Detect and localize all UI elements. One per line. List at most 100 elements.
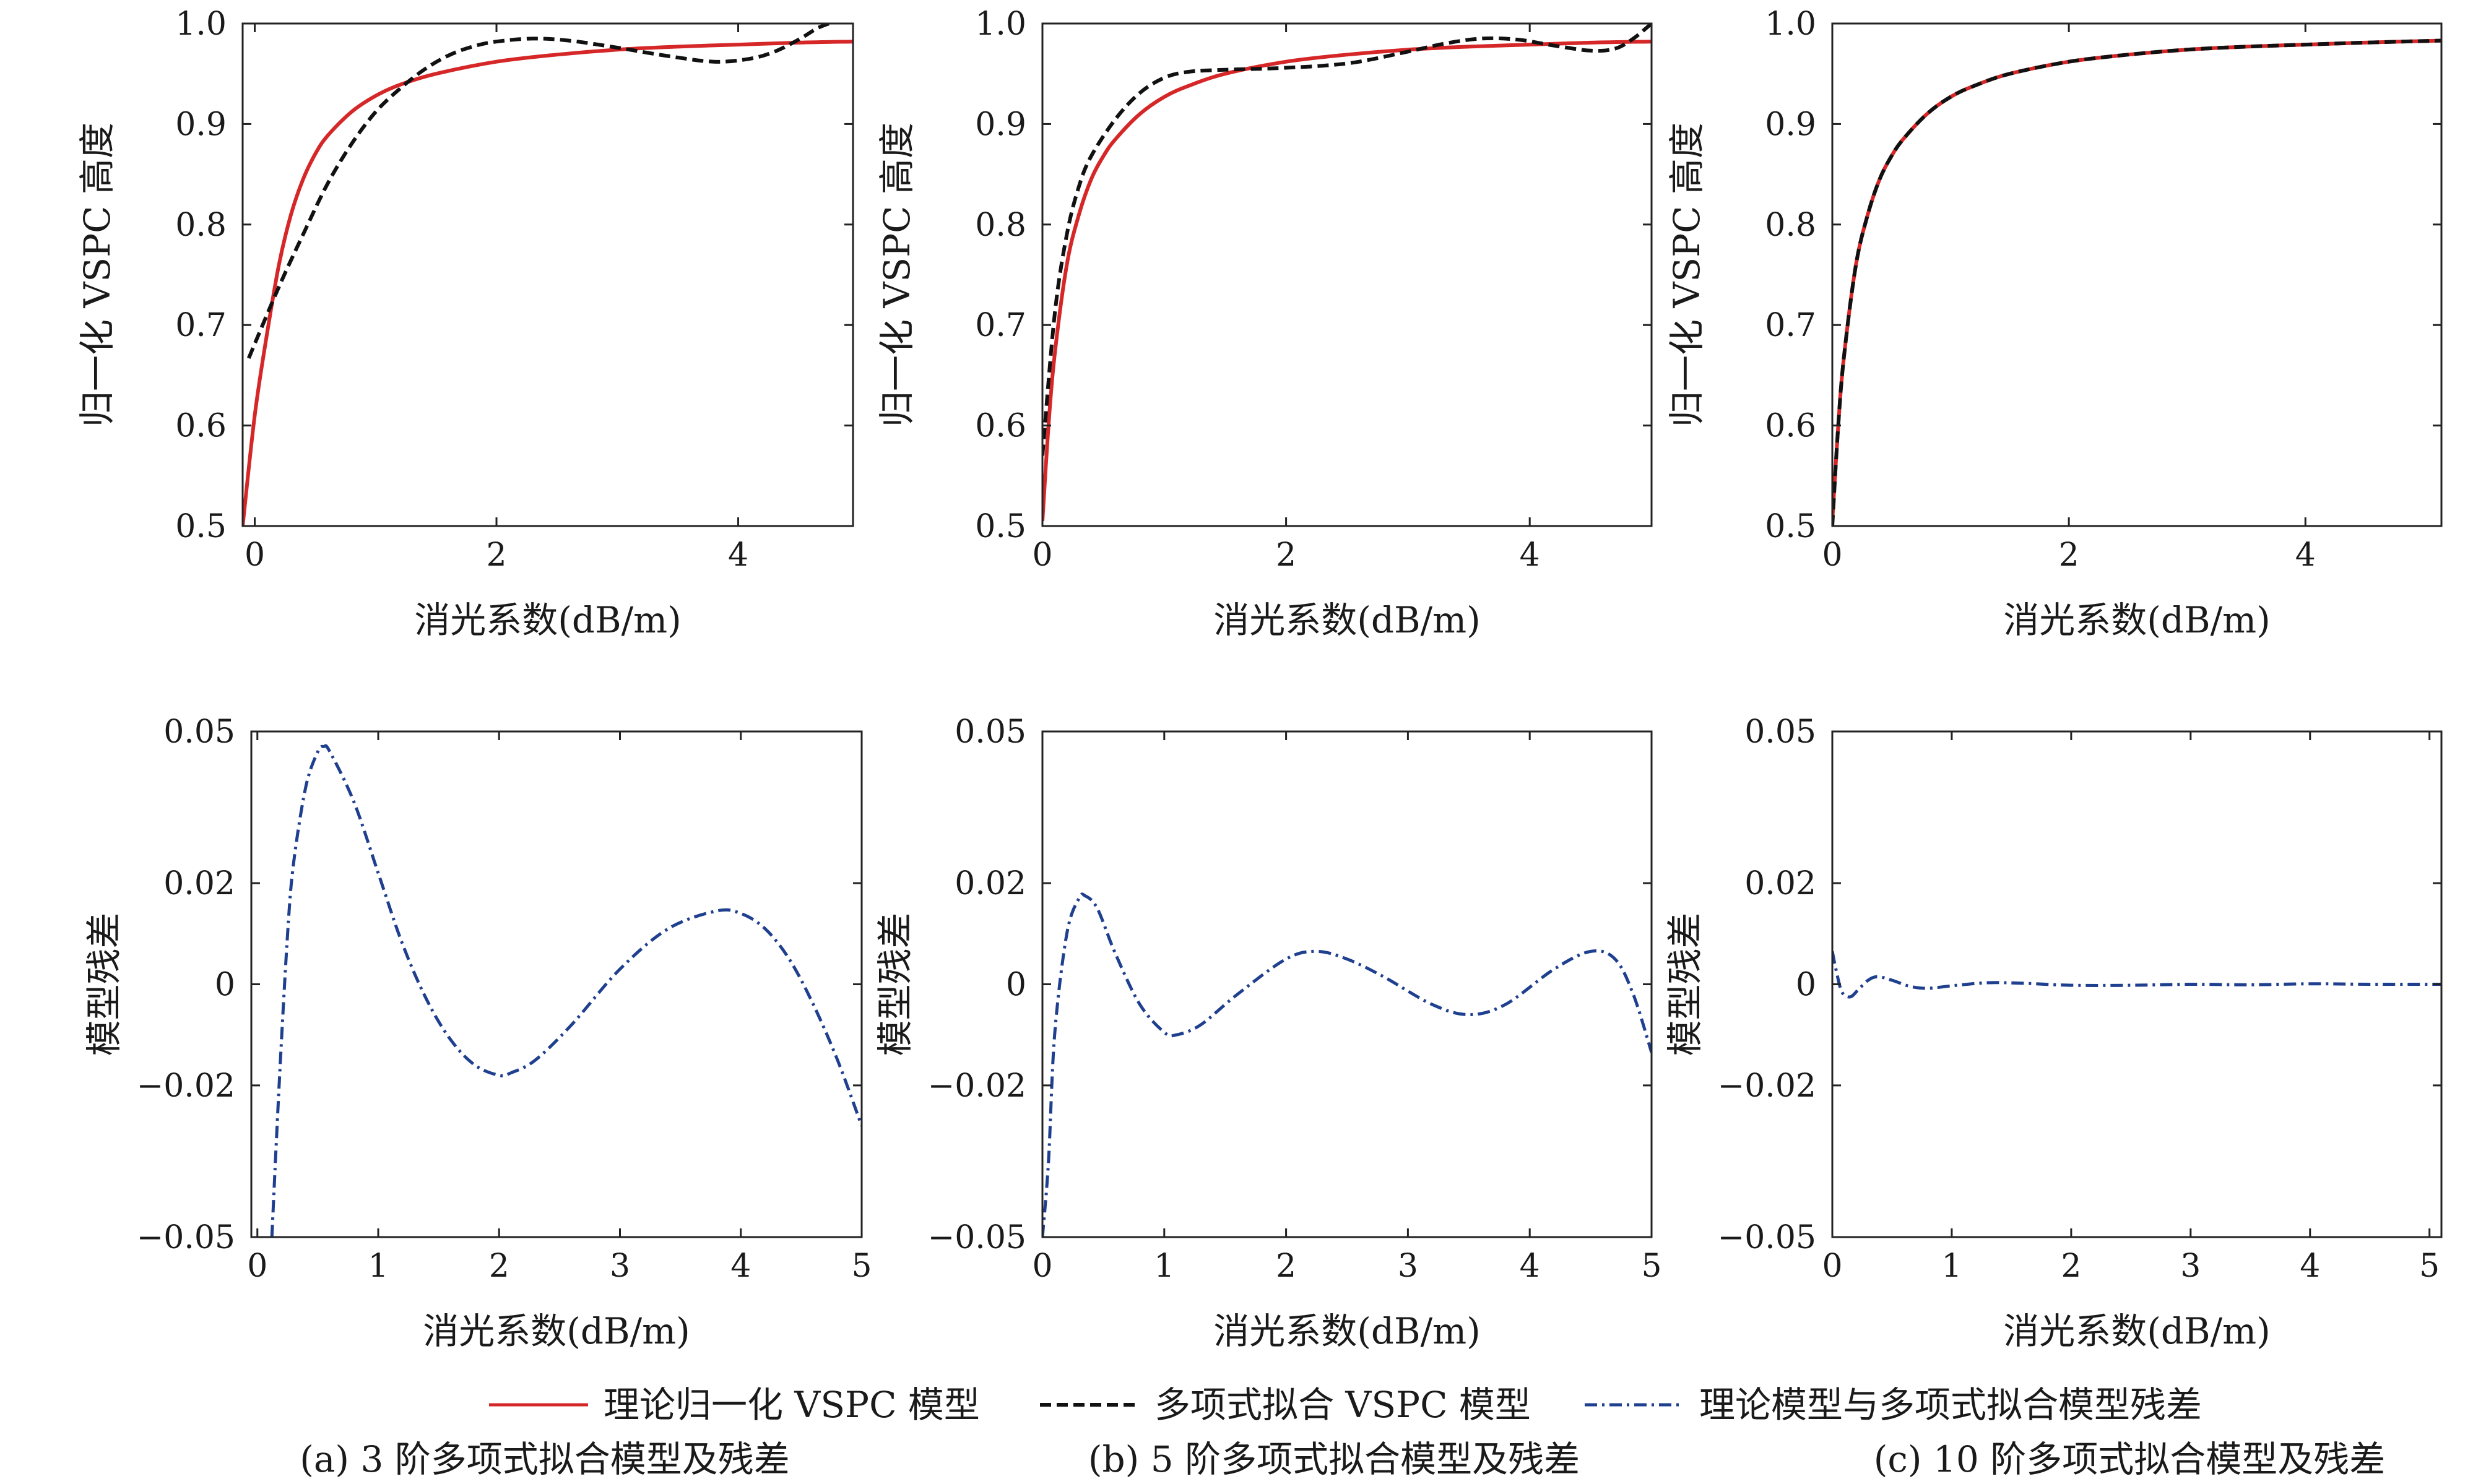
x-tick-label: 0 xyxy=(1032,1248,1052,1285)
x-axis-title: 消光系数(dB/m) xyxy=(1213,599,1481,641)
x-tick-label: 4 xyxy=(730,1248,751,1285)
series-group xyxy=(1832,951,2441,999)
captions: (a) 3 阶多项式拟合模型及残差 (b) 5 阶多项式拟合模型及残差 (c) … xyxy=(300,1438,2385,1480)
x-tick-label: 2 xyxy=(486,537,506,574)
y-tick-label: 0.05 xyxy=(1744,714,1816,751)
caption-c: (c) 10 阶多项式拟合模型及残差 xyxy=(1874,1438,2385,1480)
series-line-theory xyxy=(1042,40,1652,522)
x-tick-label: 2 xyxy=(2061,1248,2081,1285)
series-line-fit xyxy=(247,24,830,359)
y-tick-label: 0.6 xyxy=(1765,408,1816,445)
x-tick-label: 2 xyxy=(2059,537,2079,574)
legend-label-theory: 理论归一化 VSPC 模型 xyxy=(604,1384,980,1426)
y-axis-title: 归一化 VSPC 高度 xyxy=(1666,123,1708,427)
y-tick-label: −0.05 xyxy=(928,1219,1026,1256)
y-tick-label: −0.02 xyxy=(1718,1068,1816,1105)
x-tick-label: 4 xyxy=(728,537,748,574)
y-tick-label: 0.7 xyxy=(175,307,227,344)
y-tick-label: 0.5 xyxy=(175,508,227,545)
y-tick-label: 1.0 xyxy=(975,6,1026,43)
panels: 0 2 4 0.5 0.6 0.7 0.8 0.9 1.0 消光系数(dB/m) 归一化 VSPC … xyxy=(76,6,2443,1352)
x-tick-label: 3 xyxy=(1398,1248,1418,1285)
x-tick-label: 0 xyxy=(1032,537,1052,574)
plot-frame xyxy=(1831,22,2443,527)
y-tick-label: 0.05 xyxy=(163,714,235,751)
x-tick-label: 4 xyxy=(1520,537,1540,574)
plot-frame xyxy=(241,22,854,527)
x-tick-label: 1 xyxy=(1154,1248,1174,1285)
x-tick-label: 1 xyxy=(1941,1248,1962,1285)
y-tick-label: 1.0 xyxy=(1765,6,1816,43)
y-tick-label: 0.8 xyxy=(975,207,1026,244)
y-tick-label: −0.02 xyxy=(137,1068,235,1105)
x-tick-label: 5 xyxy=(851,1248,872,1285)
series-line-residual xyxy=(270,744,862,1237)
y-axis-title: 模型残差 xyxy=(1664,912,1706,1056)
y-tick-label: 0.6 xyxy=(175,408,227,445)
y-tick-label: 0.6 xyxy=(975,408,1026,445)
plot-frame xyxy=(1041,22,1653,527)
legend: 理论归一化 VSPC 模型 多项式拟合 VSPC 模型 理论模型与多项式拟合模型… xyxy=(489,1384,2202,1426)
x-tick-label: 5 xyxy=(1641,1248,1661,1285)
panel-b-top: 0 2 4 0.5 0.6 0.7 0.8 0.9 1.0 消光系数(dB/m) 归一化 VSPC … xyxy=(876,6,1653,641)
y-tick-label: 0.02 xyxy=(955,865,1026,902)
x-tick-label: 2 xyxy=(489,1248,509,1285)
panel-c-bottom: 0 1 2 3 4 5 −0.05 −0.02 0 0.02 0.05 消光系数(dB/m) 模型残差 xyxy=(1664,714,2443,1352)
y-axis-title: 模型残差 xyxy=(874,912,916,1056)
y-tick-label: 0 xyxy=(1006,967,1026,1004)
x-tick-label: 1 xyxy=(368,1248,388,1285)
x-tick-label: 5 xyxy=(2419,1248,2440,1285)
y-tick-label: 0 xyxy=(1796,967,1816,1004)
y-tick-label: −0.05 xyxy=(1718,1219,1816,1256)
y-tick-label: 0.5 xyxy=(975,508,1026,545)
x-tick-label: 4 xyxy=(2295,537,2316,574)
series-group xyxy=(270,744,862,1237)
legend-label-fit: 多项式拟合 VSPC 模型 xyxy=(1154,1384,1531,1426)
x-axis-title: 消光系数(dB/m) xyxy=(2003,1310,2271,1352)
y-tick-label: 0 xyxy=(215,967,235,1004)
x-tick-label: 3 xyxy=(610,1248,630,1285)
y-tick-label: 0.9 xyxy=(1765,106,1816,143)
series-group xyxy=(1832,38,2441,526)
y-tick-label: 0.7 xyxy=(975,307,1026,344)
x-tick-label: 0 xyxy=(245,537,265,574)
y-axis-title: 模型残差 xyxy=(83,912,125,1056)
series-line-residual xyxy=(1042,892,1652,1237)
y-tick-label: −0.02 xyxy=(928,1068,1026,1105)
series-group xyxy=(1042,892,1652,1237)
series-group xyxy=(1042,24,1652,522)
y-tick-label: 0.8 xyxy=(175,207,227,244)
y-tick-label: 0.9 xyxy=(975,106,1026,143)
x-tick-label: 0 xyxy=(1822,537,1842,574)
x-axis-title: 消光系数(dB/m) xyxy=(2003,599,2271,641)
caption-b: (b) 5 阶多项式拟合模型及残差 xyxy=(1088,1438,1580,1480)
y-tick-label: 0.02 xyxy=(1744,865,1816,902)
series-group xyxy=(243,24,853,526)
x-axis-title: 消光系数(dB/m) xyxy=(1213,1310,1481,1352)
x-tick-label: 2 xyxy=(1276,537,1296,574)
y-tick-label: 0.7 xyxy=(1765,307,1816,344)
panel-b-bottom: 0 1 2 3 4 5 −0.05 −0.02 0 0.02 0.05 消光系数(dB/m) 模型残差 xyxy=(874,714,1662,1352)
series-line-residual xyxy=(1832,951,2441,999)
y-tick-label: −0.05 xyxy=(137,1219,235,1256)
panel-a-bottom: 0 1 2 3 4 5 −0.05 −0.02 0 0.02 0.05 消光系数(dB/m) 模型残差 xyxy=(83,714,872,1352)
y-tick-label: 0.05 xyxy=(955,714,1026,751)
caption-a: (a) 3 阶多项式拟合模型及残差 xyxy=(300,1438,790,1480)
x-axis-title: 消光系数(dB/m) xyxy=(414,599,682,641)
series-line-fit xyxy=(1042,24,1652,456)
y-axis-title: 归一化 VSPC 高度 xyxy=(76,123,118,427)
x-tick-label: 3 xyxy=(2180,1248,2201,1285)
x-tick-label: 0 xyxy=(1822,1248,1842,1285)
y-tick-label: 0.8 xyxy=(1765,207,1816,244)
x-axis-title: 消光系数(dB/m) xyxy=(423,1310,690,1352)
y-axis-title: 归一化 VSPC 高度 xyxy=(876,123,918,427)
y-tick-label: 0.9 xyxy=(175,106,227,143)
x-tick-label: 2 xyxy=(1276,1248,1296,1285)
x-tick-label: 0 xyxy=(247,1248,267,1285)
y-tick-label: 0.02 xyxy=(163,865,235,902)
panel-a-top: 0 2 4 0.5 0.6 0.7 0.8 0.9 1.0 消光系数(dB/m) 归一化 VSPC … xyxy=(76,6,854,641)
x-tick-label: 4 xyxy=(2300,1248,2320,1285)
y-tick-label: 0.5 xyxy=(1765,508,1816,545)
y-tick-label: 1.0 xyxy=(175,6,227,43)
